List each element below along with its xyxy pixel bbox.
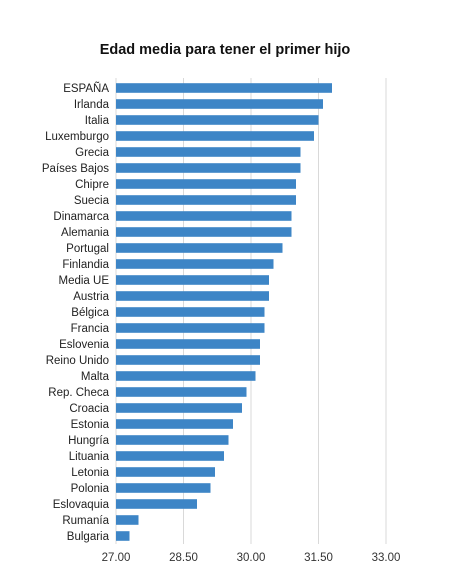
- bar: [116, 291, 269, 301]
- category-label: Lituania: [69, 451, 110, 463]
- bar: [116, 371, 256, 381]
- x-tick-label: 30.00: [237, 552, 266, 564]
- category-label: Alemania: [61, 227, 110, 239]
- x-tick-label: 28.50: [169, 552, 198, 564]
- category-label: Eslovenia: [59, 339, 109, 351]
- x-tick-label: 27.00: [102, 552, 131, 564]
- category-label: Suecia: [74, 195, 110, 207]
- category-label: Reino Unido: [46, 355, 109, 367]
- category-label: Luxemburgo: [45, 131, 109, 143]
- category-label: Media UE: [59, 275, 110, 287]
- bar: [116, 387, 247, 397]
- bar: [116, 115, 319, 125]
- bar: [116, 499, 197, 509]
- x-tick-label: 31.50: [304, 552, 333, 564]
- category-label: Croacia: [69, 403, 109, 415]
- category-label: Eslovaquia: [53, 499, 110, 511]
- bar: [116, 515, 139, 525]
- bar: [116, 147, 301, 157]
- category-label: Dinamarca: [53, 211, 109, 223]
- bar: [116, 179, 296, 189]
- bar: [116, 355, 260, 365]
- bar: [116, 227, 292, 237]
- category-label: Bélgica: [71, 307, 109, 319]
- bar: [116, 339, 260, 349]
- bar: [116, 403, 242, 413]
- x-tick-label: 33.00: [372, 552, 401, 564]
- bar: [116, 243, 283, 253]
- bar: [116, 531, 130, 541]
- category-label: Finlandia: [62, 259, 109, 271]
- category-label: Estonia: [71, 419, 110, 431]
- bar: [116, 163, 301, 173]
- bar: [116, 131, 314, 141]
- category-labels: ESPAÑA Irlanda Italia Luxemburgo Grecia Paíse…: [42, 82, 110, 543]
- category-label: ESPAÑA: [63, 82, 109, 95]
- category-label: Chipre: [75, 179, 109, 191]
- category-label: Hungría: [68, 435, 110, 447]
- bar-layer: [116, 83, 332, 541]
- category-label: Italia: [85, 115, 110, 127]
- category-label: Bulgaria: [67, 531, 110, 543]
- bar: [116, 275, 269, 285]
- category-label: Rep. Checa: [48, 387, 109, 399]
- category-label: Polonia: [71, 483, 110, 495]
- x-axis-ticks: 27.00 28.50 30.00 31.50 33.00: [102, 552, 401, 564]
- category-label: Malta: [81, 371, 110, 383]
- bar: [116, 451, 224, 461]
- category-label: Letonia: [71, 467, 109, 479]
- category-label: Francia: [71, 323, 110, 335]
- chart-title: Edad media para tener el primer hijo: [99, 42, 351, 58]
- bar: [116, 83, 332, 93]
- bar: [116, 435, 229, 445]
- bar: [116, 419, 233, 429]
- bar: [116, 323, 265, 333]
- category-label: Portugal: [66, 243, 109, 255]
- category-label: Grecia: [75, 147, 109, 159]
- category-label: Austria: [73, 291, 109, 303]
- bar: [116, 195, 296, 205]
- bar: [116, 483, 211, 493]
- category-label: Países Bajos: [42, 163, 109, 175]
- category-label: Rumanía: [62, 515, 109, 527]
- category-label: Irlanda: [74, 99, 110, 111]
- bar: [116, 99, 323, 109]
- bar: [116, 307, 265, 317]
- bar: [116, 467, 215, 477]
- bar: [116, 211, 292, 221]
- bar: [116, 259, 274, 269]
